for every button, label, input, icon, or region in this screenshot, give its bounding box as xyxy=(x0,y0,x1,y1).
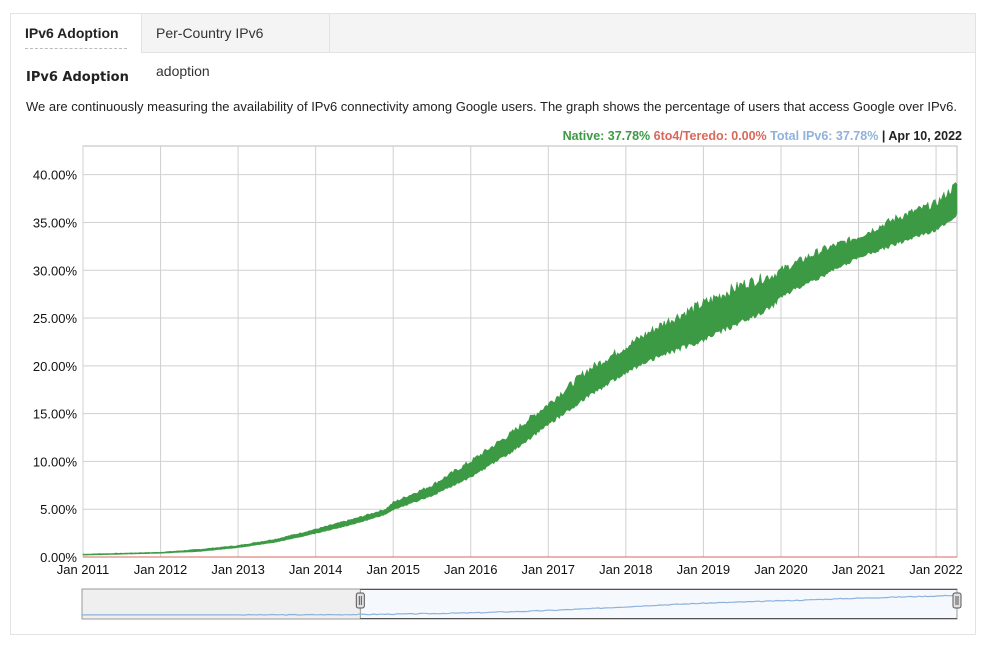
y-tick-label: 25.00% xyxy=(33,311,78,326)
tab-label: IPv6 Adoption xyxy=(25,25,119,41)
x-tick-label: Jan 2015 xyxy=(366,562,420,577)
legend-total: Total IPv6: 37.78% xyxy=(770,129,879,143)
tab-label: Per-Country IPv6 adoption xyxy=(156,25,264,79)
x-tick-label: Jan 2016 xyxy=(444,562,498,577)
tab-bar: IPv6 Adoption Per-Country IPv6 adoption xyxy=(11,14,975,79)
navigator-left-handle[interactable] xyxy=(355,592,365,609)
x-tick-label: Jan 2013 xyxy=(211,562,265,577)
x-tick-label: Jan 2021 xyxy=(832,562,886,577)
native-series-band xyxy=(82,182,958,556)
y-tick-label: 10.00% xyxy=(33,454,78,469)
x-tick-label: Jan 2017 xyxy=(522,562,576,577)
y-tick-label: 40.00% xyxy=(33,168,78,183)
legend-date: Apr 10, 2022 xyxy=(888,129,962,143)
navigator-series-line xyxy=(82,594,958,616)
chart-legend: Native: 37.78% 6to4/Teredo: 0.00% Total … xyxy=(563,129,962,143)
y-tick-label: 5.00% xyxy=(40,502,77,517)
tab-per-country[interactable]: Per-Country IPv6 adoption xyxy=(142,14,330,79)
y-tick-label: 0.00% xyxy=(40,550,77,565)
y-tick-label: 35.00% xyxy=(33,215,78,230)
y-tick-label: 30.00% xyxy=(33,263,78,278)
tab-ipv6-adoption[interactable]: IPv6 Adoption xyxy=(11,14,142,53)
y-tick-label: 20.00% xyxy=(33,359,78,374)
x-tick-label: Jan 2020 xyxy=(754,562,808,577)
section-description: We are continuously measuring the availa… xyxy=(26,99,957,114)
navigator-unselected xyxy=(81,588,361,620)
x-tick-label: Jan 2022 xyxy=(909,562,963,577)
chart-panel: IPv6 Adoption Per-Country IPv6 adoption … xyxy=(10,13,976,635)
section-heading: IPv6 Adoption xyxy=(26,70,129,85)
x-tick-label: Jan 2019 xyxy=(677,562,731,577)
plot-area xyxy=(82,145,958,558)
legend-separator: | xyxy=(881,129,886,143)
navigator-right-handle[interactable] xyxy=(952,592,962,609)
y-tick-label: 15.00% xyxy=(33,407,78,422)
legend-teredo: 6to4/Teredo: 0.00% xyxy=(653,129,767,143)
legend-native: Native: 37.78% xyxy=(562,129,651,143)
x-tick-label: Jan 2018 xyxy=(599,562,653,577)
x-tick-label: Jan 2012 xyxy=(134,562,188,577)
x-tick-label: Jan 2014 xyxy=(289,562,343,577)
x-tick-label: Jan 2011 xyxy=(57,562,110,577)
